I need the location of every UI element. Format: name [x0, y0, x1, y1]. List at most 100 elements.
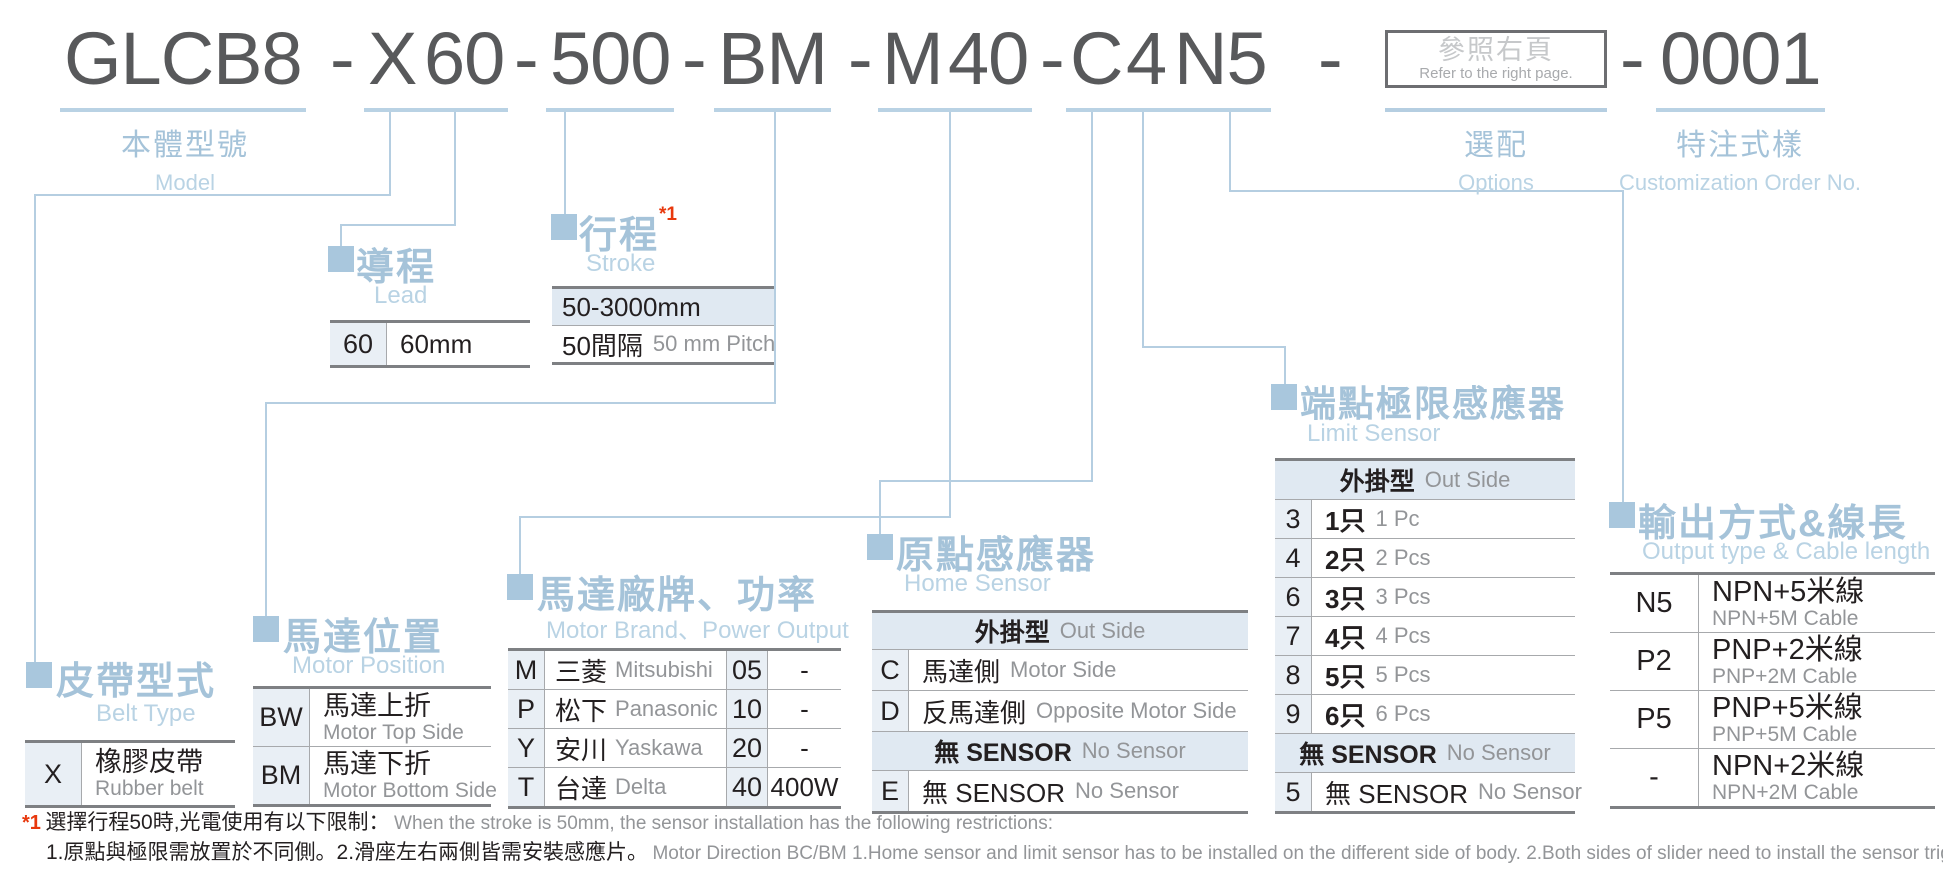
home-header-en: Out Side — [1059, 618, 1146, 643]
power-desc-cell: - — [800, 693, 809, 724]
footnote-line1-en: When the stroke is 50mm, the sensor inst… — [394, 813, 1053, 834]
output-code-cell: N5 — [1610, 575, 1699, 632]
power-code-cell: 10 — [727, 690, 768, 728]
table-home-sensor: 外掛型 Out Side C 馬達側 Motor Side D 反馬達側 Opp… — [872, 610, 1248, 814]
limit-desc-en: 1 Pc — [1375, 506, 1420, 531]
limit-desc-en: 6 Pcs — [1375, 701, 1431, 726]
table-row: 3 1只 1 Pc — [1275, 500, 1575, 539]
connector-limit-sensor — [1142, 346, 1286, 348]
limit-desc-cell: 3只 3 Pcs — [1312, 578, 1575, 616]
section-title-home-sensor: 原點感應器 — [896, 535, 1097, 577]
limit-desc-en: 3 Pcs — [1375, 584, 1431, 609]
motor-position-code-cell: BW — [253, 689, 310, 746]
limit-code-cell: 5 — [1275, 773, 1312, 811]
output-desc-zh: NPN+2米線 — [1712, 749, 1865, 782]
connector-motor-position — [265, 402, 776, 404]
limit-band-en: No Sensor — [1446, 740, 1551, 765]
limit-desc-zh: 4只 — [1325, 622, 1366, 653]
home-desc-en: No Sensor — [1075, 778, 1179, 803]
limit-desc-cell: 2只 2 Pcs — [1312, 539, 1575, 577]
table-stroke: 50-3000mm 50間隔 50 mm Pitch — [552, 286, 775, 365]
brand-code-cell: M — [508, 651, 545, 689]
section-marker-output — [1609, 502, 1635, 528]
section-marker-motor-position — [253, 616, 279, 642]
section-title-motor-position: 馬達位置 — [283, 617, 444, 659]
code-segment-order-no: 0001 — [1656, 22, 1825, 112]
power-code-cell: 05 — [727, 651, 768, 689]
table-row: BM 馬達下折 Motor Bottom Side — [253, 747, 497, 804]
output-code-cell: - — [1610, 749, 1699, 806]
table-row: M 三菱 Mitsubishi 05 - — [508, 651, 841, 690]
limit-sensor-no-sensor-band: 無 SENSOR No Sensor — [1275, 734, 1575, 773]
code-segment-motor-brand: M — [878, 22, 947, 112]
home-header-zh: 外掛型 — [974, 619, 1050, 647]
home-desc-cell: 反馬達側 Opposite Motor Side — [909, 691, 1248, 731]
connector-output — [1622, 190, 1624, 504]
brand-name-zh: 安川 — [555, 734, 608, 765]
section-subtitle-stroke: Stroke — [586, 250, 656, 277]
limit-desc-zh: 1只 — [1325, 505, 1366, 536]
section-subtitle-motor-position: Motor Position — [292, 652, 446, 679]
output-desc-zh: PNP+5米線 — [1712, 691, 1863, 724]
brand-name-en: Yaskawa — [615, 735, 703, 760]
limit-desc-zh: 3只 — [1325, 583, 1366, 614]
section-subtitle-motor-brand: Motor Brand、Power Output — [546, 617, 849, 644]
section-subtitle-limit-sensor: Limit Sensor — [1307, 420, 1441, 447]
output-desc-cell: NPN+2米線 NPN+2M Cable — [1699, 749, 1935, 806]
home-desc-zh: 無 SENSOR — [922, 777, 1066, 808]
output-desc-zh: PNP+2米線 — [1712, 633, 1863, 666]
footnote-line1-zh: 選擇行程50時,光電使用有以下限制： — [45, 811, 390, 834]
limit-desc-en: No Sensor — [1478, 779, 1582, 804]
limit-desc-zh: 5只 — [1325, 661, 1366, 692]
brand-name-en: Delta — [615, 774, 667, 799]
brand-name-en: Mitsubishi — [615, 657, 713, 682]
output-desc-en: PNP+5M Cable — [1712, 722, 1858, 746]
connector-motor-position — [774, 112, 776, 402]
section-marker-belt — [26, 662, 52, 688]
limit-desc-cell: 6只 6 Pcs — [1312, 695, 1575, 733]
footnote-marker: *1 — [22, 812, 41, 834]
home-band-en: No Sensor — [1081, 738, 1186, 763]
table-row: 8 5只 5 Pcs — [1275, 656, 1575, 695]
connector-lead — [340, 224, 342, 248]
motor-position-desc-zh: 馬達上折 — [323, 690, 431, 721]
options-box-subtext: Refer to the right page. — [1419, 65, 1573, 82]
code-segment-power: 40 — [944, 22, 1033, 112]
connector-motor-brand — [519, 516, 521, 576]
table-row: P2 PNP+2米線 PNP+2M Cable — [1610, 633, 1935, 691]
lead-desc-cell: 60mm — [400, 328, 473, 359]
table-row: 60 60mm — [330, 323, 530, 365]
connector-belt — [34, 194, 36, 664]
label-order-no: 特注式樣 Customization Order No. — [1605, 120, 1875, 196]
label-model-en: Model — [155, 170, 215, 195]
limit-sensor-header: 外掛型 Out Side — [1275, 461, 1575, 500]
table-row: D 反馬達側 Opposite Motor Side — [872, 691, 1248, 732]
motor-position-desc-cell: 馬達上折 Motor Top Side — [310, 689, 491, 746]
home-sensor-no-sensor-band: 無 SENSOR No Sensor — [872, 732, 1248, 771]
connector-home-sensor — [1091, 112, 1093, 480]
home-desc-cell: 馬達側 Motor Side — [909, 650, 1248, 690]
section-title-stroke: 行程*1 — [579, 204, 677, 259]
lead-code-cell: 60 — [330, 323, 387, 365]
code-segment-home-sensor: C — [1066, 22, 1127, 112]
motor-position-desc-zh: 馬達下折 — [323, 748, 431, 779]
connector-belt — [34, 194, 391, 196]
motor-position-desc-en: Motor Bottom Side — [323, 778, 497, 802]
code-segment-model: GLCB8 — [60, 22, 306, 112]
brand-code-cell: T — [508, 768, 545, 806]
home-code-cell: E — [872, 771, 909, 811]
stroke-footnote-ref: *1 — [659, 204, 677, 226]
belt-desc-en: Rubber belt — [95, 777, 204, 800]
table-row: N5 NPN+5米線 NPN+5M Cable — [1610, 575, 1935, 633]
stroke-range-cell: 50-3000mm — [562, 291, 701, 322]
power-desc-cell: - — [800, 732, 809, 763]
limit-desc-zh: 6只 — [1325, 700, 1366, 731]
limit-desc-cell: 無 SENSOR No Sensor — [1312, 773, 1582, 811]
home-desc-cell: 無 SENSOR No Sensor — [909, 771, 1248, 811]
brand-name-cell: 三菱 Mitsubishi — [545, 651, 727, 689]
output-desc-cell: PNP+5米線 PNP+5M Cable — [1699, 691, 1935, 748]
power-desc-cell: 400W — [770, 771, 839, 802]
stroke-pitch-cell: 50間隔 50 mm Pitch — [552, 326, 775, 362]
limit-code-cell: 9 — [1275, 695, 1312, 733]
dash: - — [330, 17, 355, 100]
